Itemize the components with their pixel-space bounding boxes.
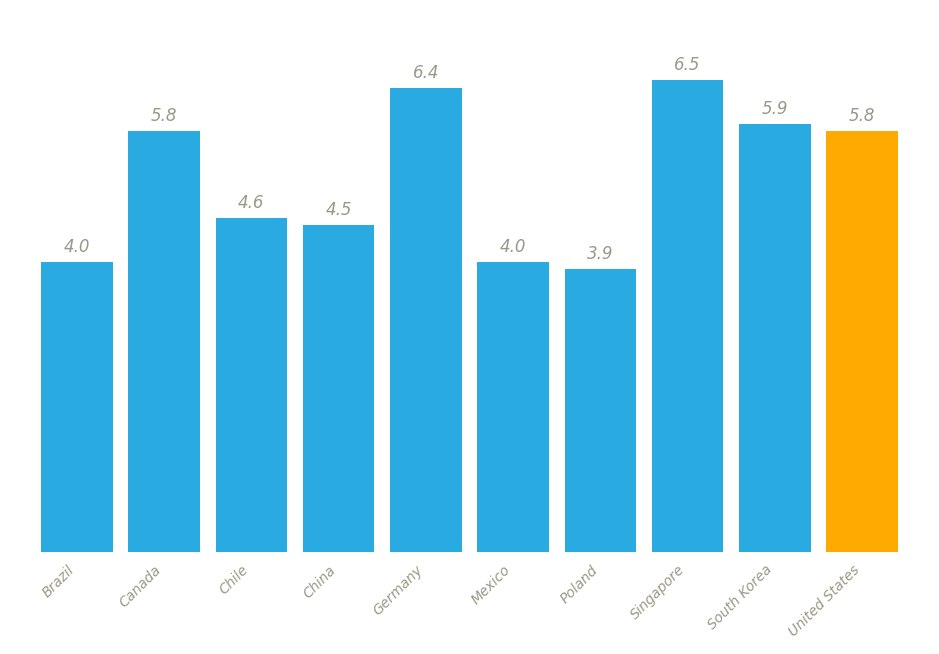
Text: 5.8: 5.8 [151, 107, 177, 125]
Text: 4.5: 4.5 [325, 201, 352, 220]
Text: 3.9: 3.9 [587, 245, 614, 263]
Bar [129, 131, 200, 551]
Text: 4.6: 4.6 [239, 194, 265, 213]
Bar [826, 131, 898, 551]
Text: 5.9: 5.9 [762, 100, 788, 118]
Text: 4.0: 4.0 [500, 238, 527, 256]
Bar [739, 124, 810, 551]
Bar [41, 262, 113, 551]
Bar [564, 269, 637, 551]
Text: 5.8: 5.8 [849, 107, 875, 125]
Text: 6.4: 6.4 [412, 63, 439, 82]
Bar [477, 262, 549, 551]
Text: 6.5: 6.5 [674, 56, 700, 75]
Bar [652, 80, 723, 551]
Bar [302, 225, 375, 551]
Bar [390, 88, 462, 551]
Text: 4.0: 4.0 [64, 238, 90, 256]
Bar [216, 218, 287, 551]
